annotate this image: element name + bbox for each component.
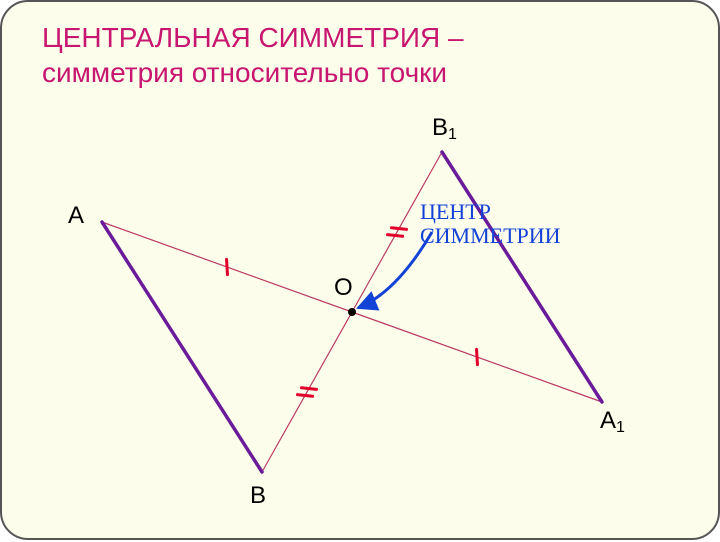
annot-line-2: СИММЕТРИИ — [420, 223, 561, 248]
point-label-A: А — [68, 202, 84, 230]
slide-frame: ЦЕНТРАЛЬНАЯ СИММЕТРИЯ – симметрия относи… — [0, 0, 720, 540]
point-label-B1: В1 — [432, 114, 457, 142]
annot-line-1: ЦЕНТР — [420, 199, 491, 224]
point-label-B: В — [250, 482, 266, 510]
geometry-diagram — [2, 2, 720, 542]
point-label-O: О — [334, 274, 353, 302]
center-annotation: ЦЕНТР СИММЕТРИИ — [420, 200, 561, 248]
point-label-A1: А1 — [600, 407, 625, 435]
